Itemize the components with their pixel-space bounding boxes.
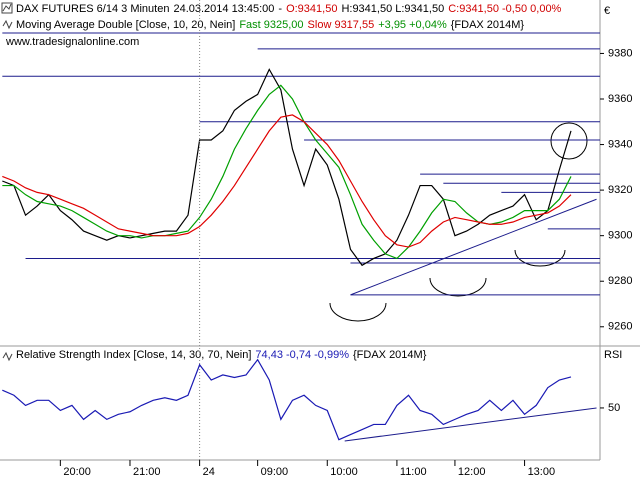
x-tick-label: 13:00 — [528, 466, 556, 478]
indicator-part: Moving Average Double [Close, 10, 20, Ne… — [16, 19, 235, 31]
trend-line — [344, 407, 597, 442]
annotation-arc — [514, 249, 566, 267]
icon — [2, 3, 12, 12]
header-part: Relative Strength Index [Close, 14, 30, … — [16, 349, 251, 361]
icon — [1, 2, 13, 14]
indicator-part: +3,95 +0,04% — [378, 19, 447, 31]
x-tick-label: 10:00 — [330, 466, 358, 478]
header-part: 74,43 -0,74 -0,99% — [255, 349, 349, 361]
y-tick-label: 9300 — [608, 230, 632, 242]
x-tick-label: 11:00 — [400, 466, 427, 478]
series-line — [2, 358, 572, 441]
x-tick-label: 12:00 — [458, 466, 486, 478]
annotations — [329, 122, 588, 322]
indicator-text: Moving Average Double [Close, 10, 20, Ne… — [16, 19, 524, 31]
x-tick-label: 24 — [203, 466, 215, 478]
x-tick-label: 20:00 — [63, 466, 91, 478]
icon — [2, 19, 13, 30]
series-line — [2, 114, 572, 248]
header-text: Relative Strength Index [Close, 14, 30, … — [16, 349, 427, 361]
header-part: DAX FUTURES 6/14 3 Minuten — [16, 3, 169, 15]
annotation-arc — [429, 277, 487, 297]
header-part: - — [278, 3, 282, 15]
y-tick-label: 9360 — [608, 93, 632, 105]
y-tick-label: 9320 — [608, 184, 632, 196]
header-text: DAX FUTURES 6/14 3 Minuten 24.03.2014 13:… — [16, 3, 562, 15]
indicator-part: Slow 9317,55 — [308, 19, 375, 31]
series-line — [2, 68, 572, 267]
header-part: O:9341,50 — [286, 3, 337, 15]
currency: € — [604, 5, 610, 17]
annotation-arc — [329, 302, 387, 322]
x-tick-label: 21:00 — [133, 466, 161, 478]
axis-title: RSI — [604, 349, 622, 361]
icons — [1, 2, 13, 362]
y-tick-label: 9380 — [608, 47, 632, 59]
y-tick-label: 9340 — [608, 138, 632, 150]
x-tick-label: 09:00 — [261, 466, 289, 478]
series-line — [2, 84, 572, 260]
y-tick-label: 50 — [608, 402, 620, 414]
y-tick-label: 9280 — [608, 275, 632, 287]
icon — [2, 351, 13, 362]
annotation-circle — [550, 122, 588, 160]
y-tick-label: 9260 — [608, 321, 632, 333]
header-part: 24.03.2014 13:45:00 — [173, 3, 274, 15]
watermark: www.tradesignalonline.com — [5, 36, 139, 48]
indicator-part: Fast 9325,00 — [239, 19, 303, 31]
trend-line — [350, 198, 597, 296]
header-part: {FDAX 2014M} — [353, 349, 427, 361]
header-part: H:9341,50 L:9341,50 — [341, 3, 444, 15]
header-part: C:9341,50 -0,50 0,00% — [448, 3, 561, 15]
indicator-part: {FDAX 2014M} — [451, 19, 525, 31]
